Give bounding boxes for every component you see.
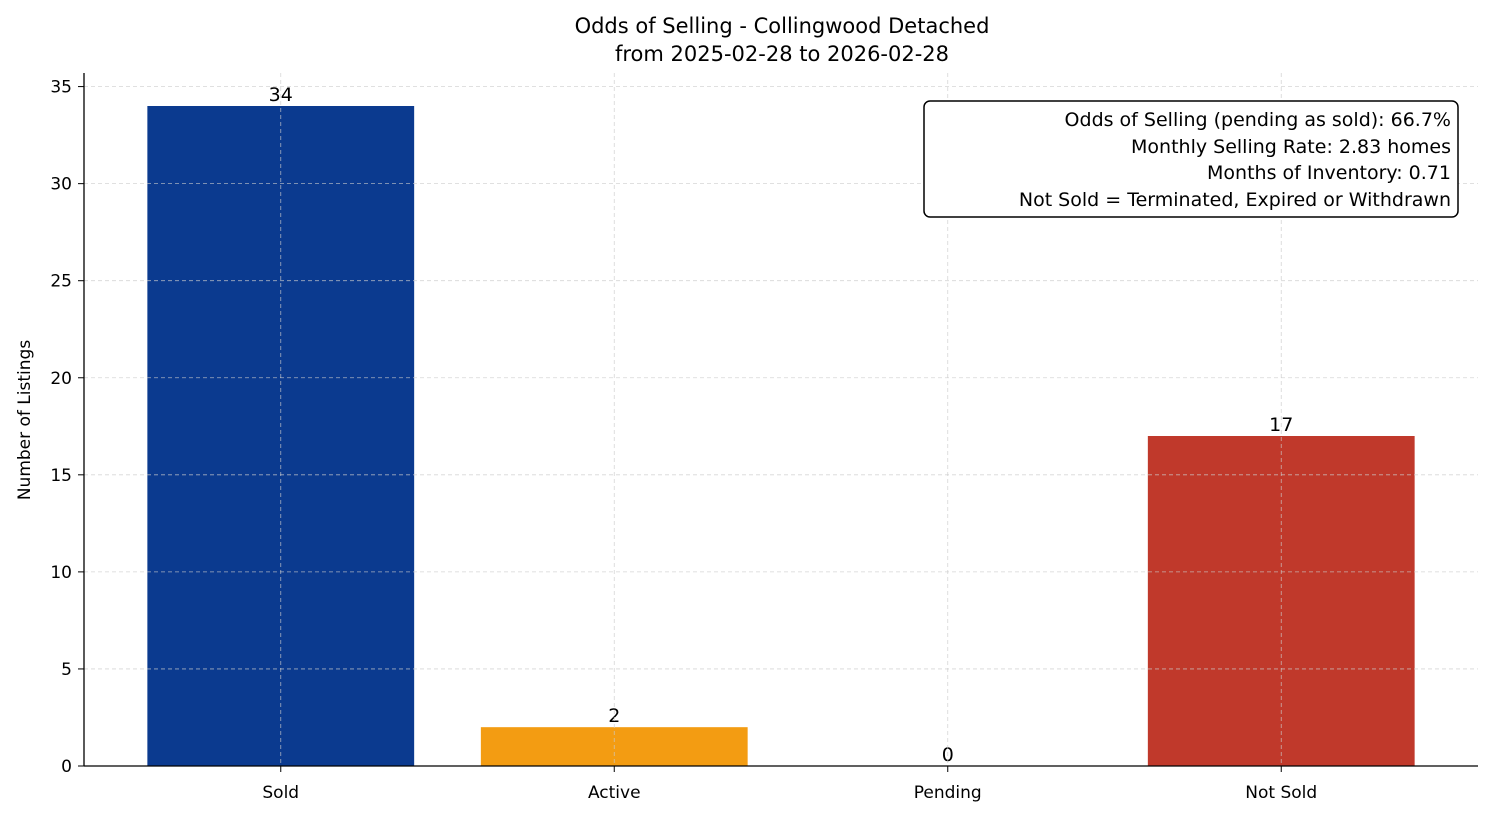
y-tick-label: 20 bbox=[50, 369, 72, 389]
y-tick-label: 30 bbox=[50, 175, 72, 195]
data-label: 2 bbox=[608, 705, 620, 727]
y-tick-label: 10 bbox=[50, 563, 72, 583]
y-tick-label: 15 bbox=[50, 466, 72, 486]
annotation-line: Odds of Selling (pending as sold): 66.7% bbox=[1065, 109, 1451, 131]
annotation-box: Odds of Selling (pending as sold): 66.7%… bbox=[923, 100, 1459, 218]
bar-sold bbox=[147, 106, 415, 766]
x-tick-label: Not Sold bbox=[1245, 783, 1317, 803]
annotation-line: Monthly Selling Rate: 2.83 homes bbox=[1131, 136, 1451, 158]
y-tick-label: 25 bbox=[50, 272, 72, 292]
chart-subtitle: from 2025-02-28 to 2026-02-28 bbox=[615, 42, 949, 66]
annotation-line: Months of Inventory: 0.71 bbox=[1207, 162, 1451, 184]
annotation-box-frame bbox=[923, 100, 1459, 218]
x-tick-label: Active bbox=[588, 783, 641, 803]
y-tick-label: 35 bbox=[50, 78, 72, 98]
annotation-line: Not Sold = Terminated, Expired or Withdr… bbox=[1019, 189, 1451, 211]
chart-title: Odds of Selling - Collingwood Detached bbox=[575, 14, 990, 38]
x-tick-label: Sold bbox=[262, 783, 299, 803]
x-tick-label: Pending bbox=[914, 783, 982, 803]
y-tick-label: 5 bbox=[61, 660, 72, 680]
y-axis-label: Number of Listings bbox=[15, 340, 35, 500]
y-tick-label: 0 bbox=[61, 757, 72, 777]
